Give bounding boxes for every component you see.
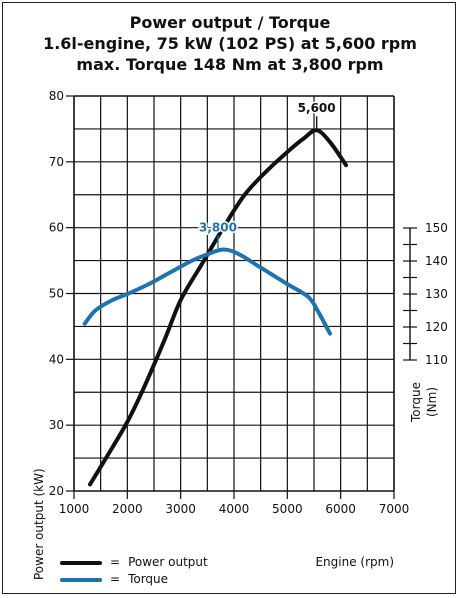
legend-equals: = <box>110 572 121 586</box>
y2-tick-label: 130 <box>425 287 448 301</box>
y-axis-label: Power output (kW) <box>32 468 46 580</box>
annotations: 5,600 3,800 <box>198 100 337 249</box>
legend: = Power output = Torque <box>60 554 208 588</box>
chart-subtitle-engine: 1.6l-engine, 75 kW (102 PS) at 5,600 rpm <box>43 34 417 53</box>
y2-tick-label: 140 <box>425 254 448 268</box>
y2-axis-label-name: Torque <box>409 382 423 423</box>
legend-swatch-power <box>60 560 102 565</box>
y2-axis-label-unit: (Nm) <box>425 387 439 417</box>
x-tick-label: 1000 <box>59 502 90 516</box>
series <box>82 128 348 487</box>
y-tick-label: 20 <box>49 484 64 498</box>
y2-tick-label: 110 <box>425 353 448 367</box>
annotation-label: 3,800 <box>199 220 237 234</box>
torque-series-line <box>82 247 332 336</box>
legend-swatch-torque <box>60 577 102 582</box>
annotation-label: 5,600 <box>298 101 336 115</box>
chart-frame <box>2 2 456 594</box>
y-tick-label: 80 <box>49 89 64 103</box>
chart-title: Power output / Torque <box>129 13 331 32</box>
grid <box>73 95 395 492</box>
y2-tick-label: 150 <box>425 221 448 235</box>
legend-item-torque: = Torque <box>60 571 208 588</box>
x-tick-label: 3000 <box>165 502 196 516</box>
y-tick-label: 60 <box>49 221 64 235</box>
chart-subtitle-torque: max. Torque 148 Nm at 3,800 rpm <box>76 55 384 74</box>
y-tick-label: 30 <box>49 418 64 432</box>
x-tick-label: 6000 <box>325 502 356 516</box>
power-series-line <box>88 128 348 487</box>
y-tick-label: 40 <box>49 352 64 366</box>
legend-label-torque: Torque <box>128 572 169 586</box>
chart-title-block: Power output / Torque 1.6l-engine, 75 kW… <box>0 12 460 75</box>
x-tick-label: 2000 <box>112 502 143 516</box>
axis-ticks: 20 30 40 50 60 70 80 1000 2000 3000 4000 5000 6000 70… <box>49 89 448 516</box>
legend-equals: = <box>110 555 121 569</box>
x-tick-label: 5000 <box>272 502 303 516</box>
legend-item-power: = Power output <box>60 554 208 571</box>
x-axis-label: Engine (rpm) <box>315 555 394 569</box>
y2-tick-label: 120 <box>425 320 448 334</box>
y-tick-label: 70 <box>49 155 64 169</box>
y-tick-label: 50 <box>49 287 64 301</box>
x-tick-label: 4000 <box>219 502 250 516</box>
legend-label-power: Power output <box>128 555 208 569</box>
x-tick-label: 7000 <box>379 502 410 516</box>
